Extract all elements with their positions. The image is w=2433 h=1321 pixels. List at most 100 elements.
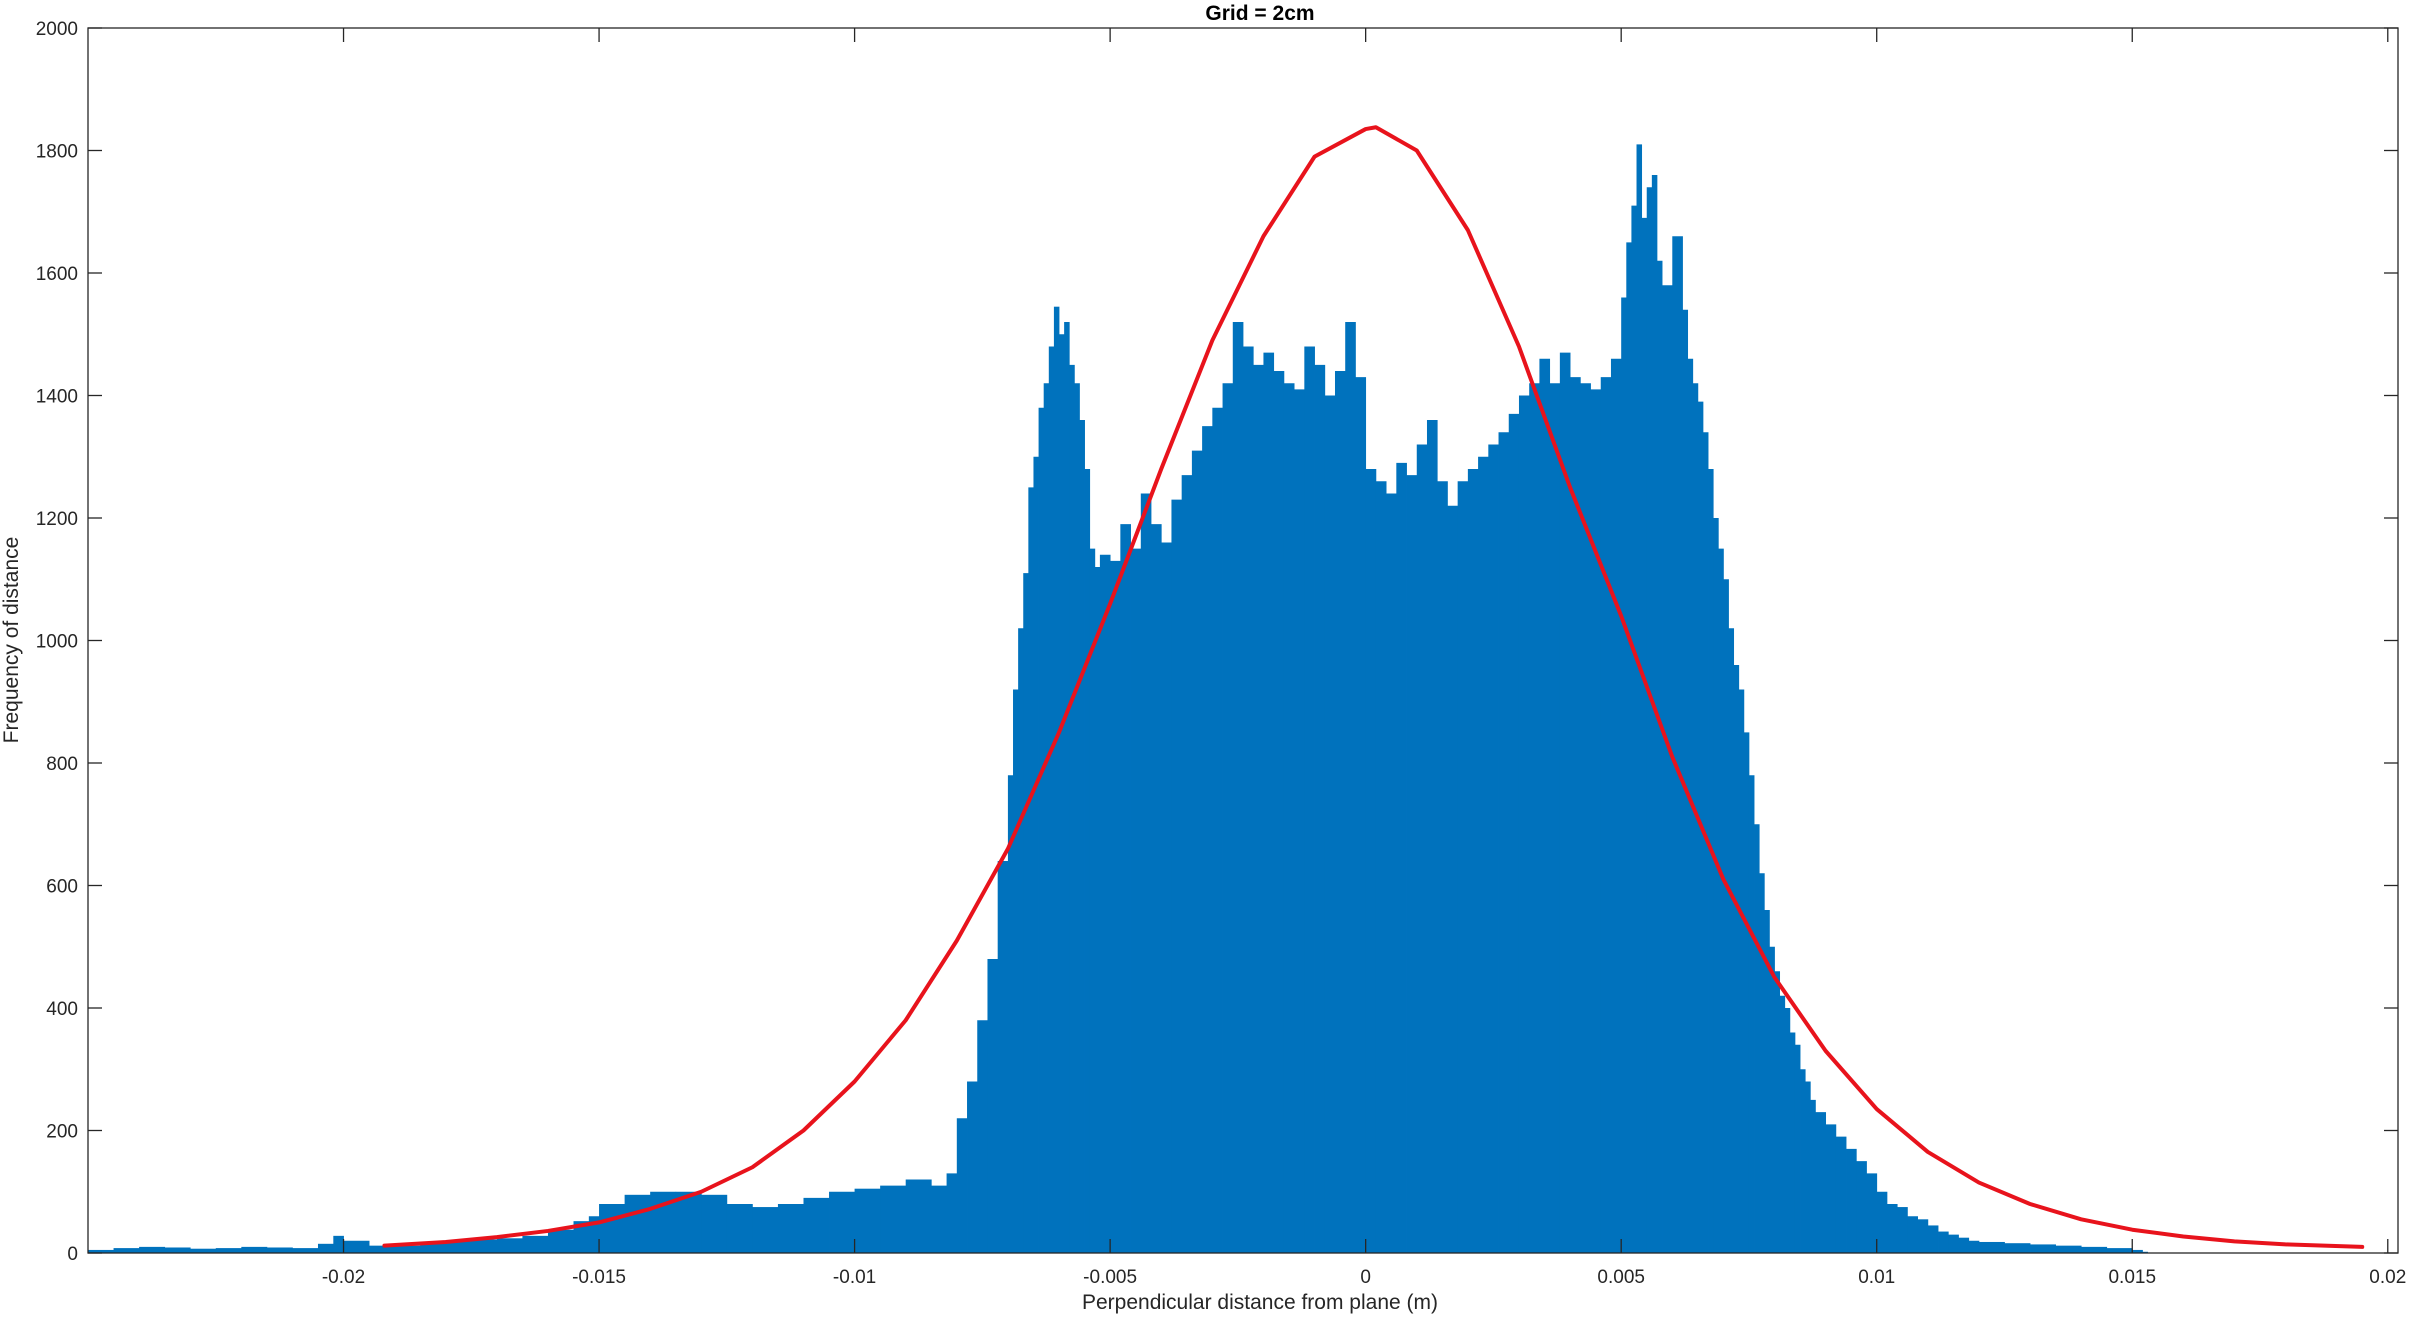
histogram-bar [1907,1216,1918,1253]
histogram-bar [1059,334,1065,1253]
x-tick-label: 0.02 [2369,1267,2406,1288]
histogram-bar [292,1248,319,1253]
histogram-bar [573,1221,590,1253]
histogram-bar [1110,560,1121,1253]
histogram-bar [1876,1191,1888,1253]
histogram-bar [394,1245,421,1253]
histogram-bar [1621,297,1627,1253]
histogram-bar [1815,1112,1827,1254]
histogram-bar [1084,469,1091,1253]
histogram-bar [967,1081,978,1253]
histogram-bar [1723,579,1729,1253]
x-tick-label: 0 [1360,1267,1371,1288]
histogram-bar [1559,352,1571,1254]
histogram-bar [1897,1207,1908,1253]
histogram-bar [1043,383,1050,1253]
histogram-bar [445,1240,472,1253]
histogram-bar [1672,236,1683,1253]
histogram-bar [1508,413,1520,1253]
y-tick-label: 400 [46,999,78,1020]
histogram-bar [1713,518,1719,1253]
histogram-bar [1702,432,1709,1253]
histogram-bar [946,1173,958,1254]
histogram-bar [1140,493,1152,1253]
histogram-bar [190,1248,217,1253]
histogram-bar [164,1247,191,1253]
histogram-bar [1243,346,1254,1253]
x-axis-label: Perpendicular distance from plane (m) [1082,1291,1438,1314]
histogram-bar [2004,1243,2031,1253]
histogram-bar [1738,689,1745,1253]
histogram-bars [88,144,2148,1254]
histogram-bar [1064,322,1070,1253]
histogram-bar [1789,1032,1796,1253]
histogram-bar [369,1245,396,1253]
histogram-bar [1365,469,1377,1253]
y-tick-label: 1400 [36,387,78,408]
histogram-bar [1718,548,1724,1254]
histogram-bar [1416,444,1428,1253]
histogram-bar [1253,364,1264,1254]
histogram-bar [547,1229,574,1253]
y-axis-label: Frequency of distance [0,537,23,744]
histogram-bar [1447,505,1459,1253]
histogram-bar [1518,395,1530,1253]
histogram-bar [1810,1099,1816,1254]
histogram-bar [1641,217,1648,1254]
histogram-bar [1033,456,1039,1253]
histogram-bar [752,1207,779,1253]
chart-title: Grid = 2cm [1205,2,1314,25]
histogram-bar [1651,175,1658,1253]
histogram-bar [1978,1241,2005,1253]
histogram-bar [701,1194,728,1253]
histogram-bar [987,959,999,1253]
histogram-bar [599,1204,626,1253]
histogram-bar [1774,971,1781,1253]
histogram-bar [1626,242,1632,1254]
histogram-bar [1692,383,1699,1253]
histogram-bar [1784,1008,1791,1253]
y-tick-label: 1800 [36,142,78,163]
histogram-bar [1375,481,1387,1253]
histogram-bar [1733,665,1740,1253]
histogram-bar [1007,775,1014,1253]
histogram-bar [1151,524,1162,1254]
histogram-bar [1314,364,1326,1254]
histogram-bar [1570,377,1581,1254]
histogram-bar [2132,1249,2143,1253]
x-tick-label: -0.005 [1083,1267,1137,1288]
histogram-bar [1748,775,1755,1253]
histogram-bar [1759,873,1765,1253]
histogram-bar [1835,1136,1847,1254]
histogram-bar [997,861,1009,1253]
histogram-bar [1927,1225,1939,1253]
histogram-bar [1478,456,1489,1253]
histogram-bar [1048,346,1055,1253]
histogram-bar [333,1235,344,1253]
histogram-bar [1743,732,1750,1254]
histogram-bar [1396,462,1407,1254]
histogram-bar [2030,1244,2056,1253]
histogram-bar [1656,260,1663,1253]
histogram-bar [1283,383,1295,1253]
histogram-bar [1467,469,1479,1253]
histogram-bar [1355,377,1367,1254]
histogram-bar [588,1216,600,1253]
histogram-bar [1304,346,1315,1253]
y-tick-label: 200 [46,1122,78,1143]
histogram-bar [1886,1204,1898,1253]
histogram-bar [1099,554,1111,1253]
x-tick-label: -0.015 [572,1267,626,1288]
histogram-bar [1764,910,1770,1253]
histogram-bar [1345,322,1356,1253]
x-tick-label: 0.015 [2108,1267,2156,1288]
histogram-bar [266,1247,293,1253]
y-tick-label: 800 [46,754,78,775]
x-tick-label: 0.005 [1597,1267,1645,1288]
y-tick-label: 1600 [36,264,78,285]
y-tick-label: 0 [67,1244,78,1265]
histogram-bar [1324,395,1336,1253]
histogram-bar [343,1240,370,1253]
histogram-bar [777,1204,804,1253]
